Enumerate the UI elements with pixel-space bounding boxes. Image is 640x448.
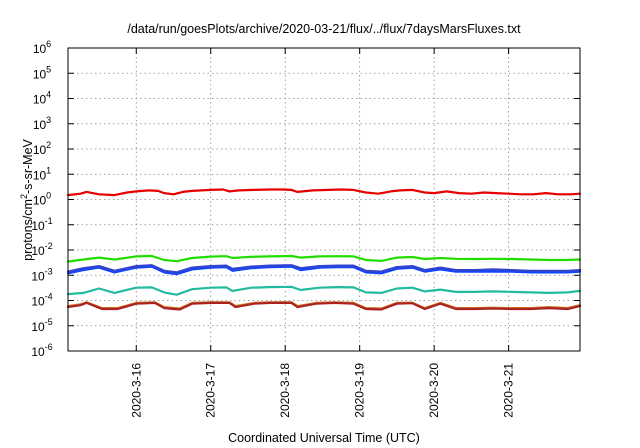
y-tick-label: 10-6 — [31, 342, 52, 359]
x-tick-label: 2020-3-16 — [129, 363, 143, 418]
y-tick-label: 10-3 — [31, 266, 52, 283]
y-tick-base: 10 — [31, 269, 45, 283]
series-line-1 — [66, 188, 582, 197]
y-tick-label: 100 — [33, 191, 51, 208]
y-tick-base: 10 — [31, 320, 45, 334]
y-tick-exponent: -6 — [45, 342, 53, 352]
y-tick-exponent: 6 — [46, 39, 51, 49]
series-line-5 — [66, 285, 582, 296]
x-axis-label: Coordinated Universal Time (UTC) — [228, 431, 420, 445]
y-tick-base: 10 — [33, 168, 47, 182]
y-tick-base: 10 — [31, 219, 45, 233]
y-tick-label: 102 — [33, 140, 51, 157]
y-tick-base: 10 — [31, 345, 45, 359]
y-tick-exponent: -4 — [45, 292, 53, 302]
series-line-2 — [66, 254, 582, 263]
y-tick-label: 106 — [33, 39, 51, 56]
y-tick-base: 10 — [33, 143, 47, 157]
y-tick-label: 104 — [33, 90, 51, 107]
series-line-4 — [66, 264, 582, 274]
y-tick-label: 10-4 — [31, 292, 52, 309]
y-tick-label: 10-2 — [31, 241, 52, 258]
y-axis-label-unit: -s-sr-MeV — [21, 138, 35, 194]
y-tick-label: 10-1 — [31, 216, 52, 233]
y-tick-base: 10 — [33, 67, 47, 81]
y-tick-base: 10 — [31, 244, 45, 258]
y-tick-label: 101 — [33, 165, 51, 182]
y-tick-exponent: 2 — [46, 140, 51, 150]
y-axis-label-exponent: 2 — [19, 194, 29, 199]
y-tick-exponent: 0 — [46, 191, 51, 201]
y-tick-exponent: -3 — [45, 266, 53, 276]
x-tick-label: 2020-3-17 — [204, 363, 218, 418]
series-lines — [66, 188, 582, 311]
x-tick-label: 2020-3-18 — [278, 363, 292, 418]
y-tick-exponent: -1 — [45, 216, 53, 226]
x-tick-label: 2020-3-20 — [427, 363, 441, 418]
y-tick-exponent: -2 — [45, 241, 53, 251]
y-tick-exponent: 1 — [46, 165, 51, 175]
axis-ticks: 10-610-510-410-310-210-11001011021031041… — [31, 39, 580, 418]
y-tick-exponent: 3 — [46, 115, 51, 125]
y-tick-exponent: 4 — [46, 90, 51, 100]
y-tick-base: 10 — [33, 118, 47, 132]
y-tick-label: 10-5 — [31, 317, 52, 334]
y-tick-base: 10 — [33, 194, 47, 208]
y-tick-label: 103 — [33, 115, 51, 132]
y-axis-label-main: protons/cm — [21, 199, 35, 261]
x-tick-label: 2020-3-19 — [353, 363, 367, 418]
y-axis-label: protons/cm2-s-sr-MeV — [19, 138, 35, 260]
y-tick-label: 105 — [33, 64, 51, 81]
y-tick-exponent: -5 — [45, 317, 53, 327]
series-line-7 — [66, 301, 582, 311]
y-tick-exponent: 5 — [46, 64, 51, 74]
chart-title: /data/run/goesPlots/archive/2020-03-21/f… — [127, 22, 521, 36]
x-tick-label: 2020-3-21 — [502, 363, 516, 418]
y-tick-base: 10 — [31, 295, 45, 309]
series-line-3 — [66, 265, 582, 276]
y-tick-base: 10 — [33, 93, 47, 107]
y-tick-base: 10 — [33, 42, 47, 56]
grid-lines — [68, 48, 580, 351]
